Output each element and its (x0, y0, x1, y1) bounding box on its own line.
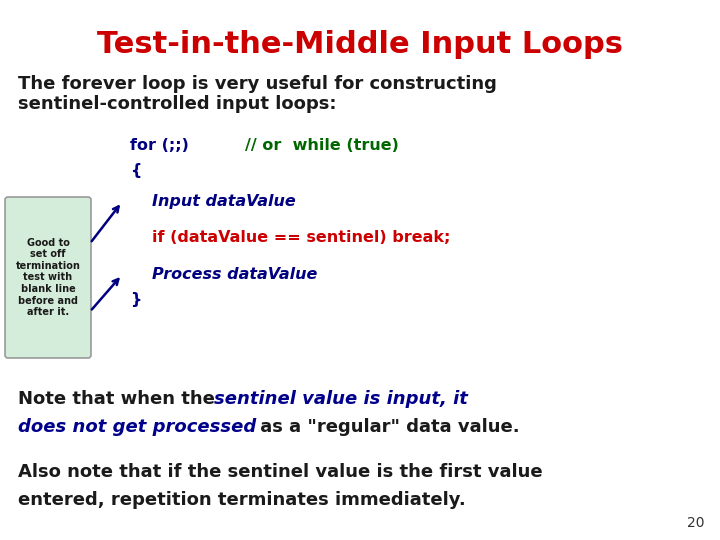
Text: as a "regular" data value.: as a "regular" data value. (254, 418, 520, 436)
Text: Good to
set off
termination
test with
blank line
before and
after it.: Good to set off termination test with bl… (16, 238, 81, 318)
Text: Note that when the: Note that when the (18, 390, 221, 408)
Text: The forever loop is very useful for constructing: The forever loop is very useful for cons… (18, 75, 497, 93)
Text: Test-in-the-Middle Input Loops: Test-in-the-Middle Input Loops (97, 30, 623, 59)
Text: for (;;): for (;;) (130, 138, 189, 153)
Text: }: } (130, 292, 141, 307)
FancyBboxPatch shape (5, 197, 91, 358)
Text: if (dataValue == sentinel) break;: if (dataValue == sentinel) break; (152, 231, 451, 245)
Text: Process dataValue: Process dataValue (152, 267, 318, 282)
Text: // or  while (true): // or while (true) (245, 138, 399, 153)
Text: entered, repetition terminates immediately.: entered, repetition terminates immediate… (18, 491, 466, 509)
Text: {: { (130, 163, 141, 178)
Text: does not get processed: does not get processed (18, 418, 256, 436)
Text: Input dataValue: Input dataValue (152, 194, 296, 209)
Text: sentinel-controlled input loops:: sentinel-controlled input loops: (18, 95, 336, 113)
Text: 20: 20 (688, 516, 705, 530)
Text: Also note that if the sentinel value is the first value: Also note that if the sentinel value is … (18, 463, 543, 481)
Text: sentinel value is input, it: sentinel value is input, it (214, 390, 468, 408)
